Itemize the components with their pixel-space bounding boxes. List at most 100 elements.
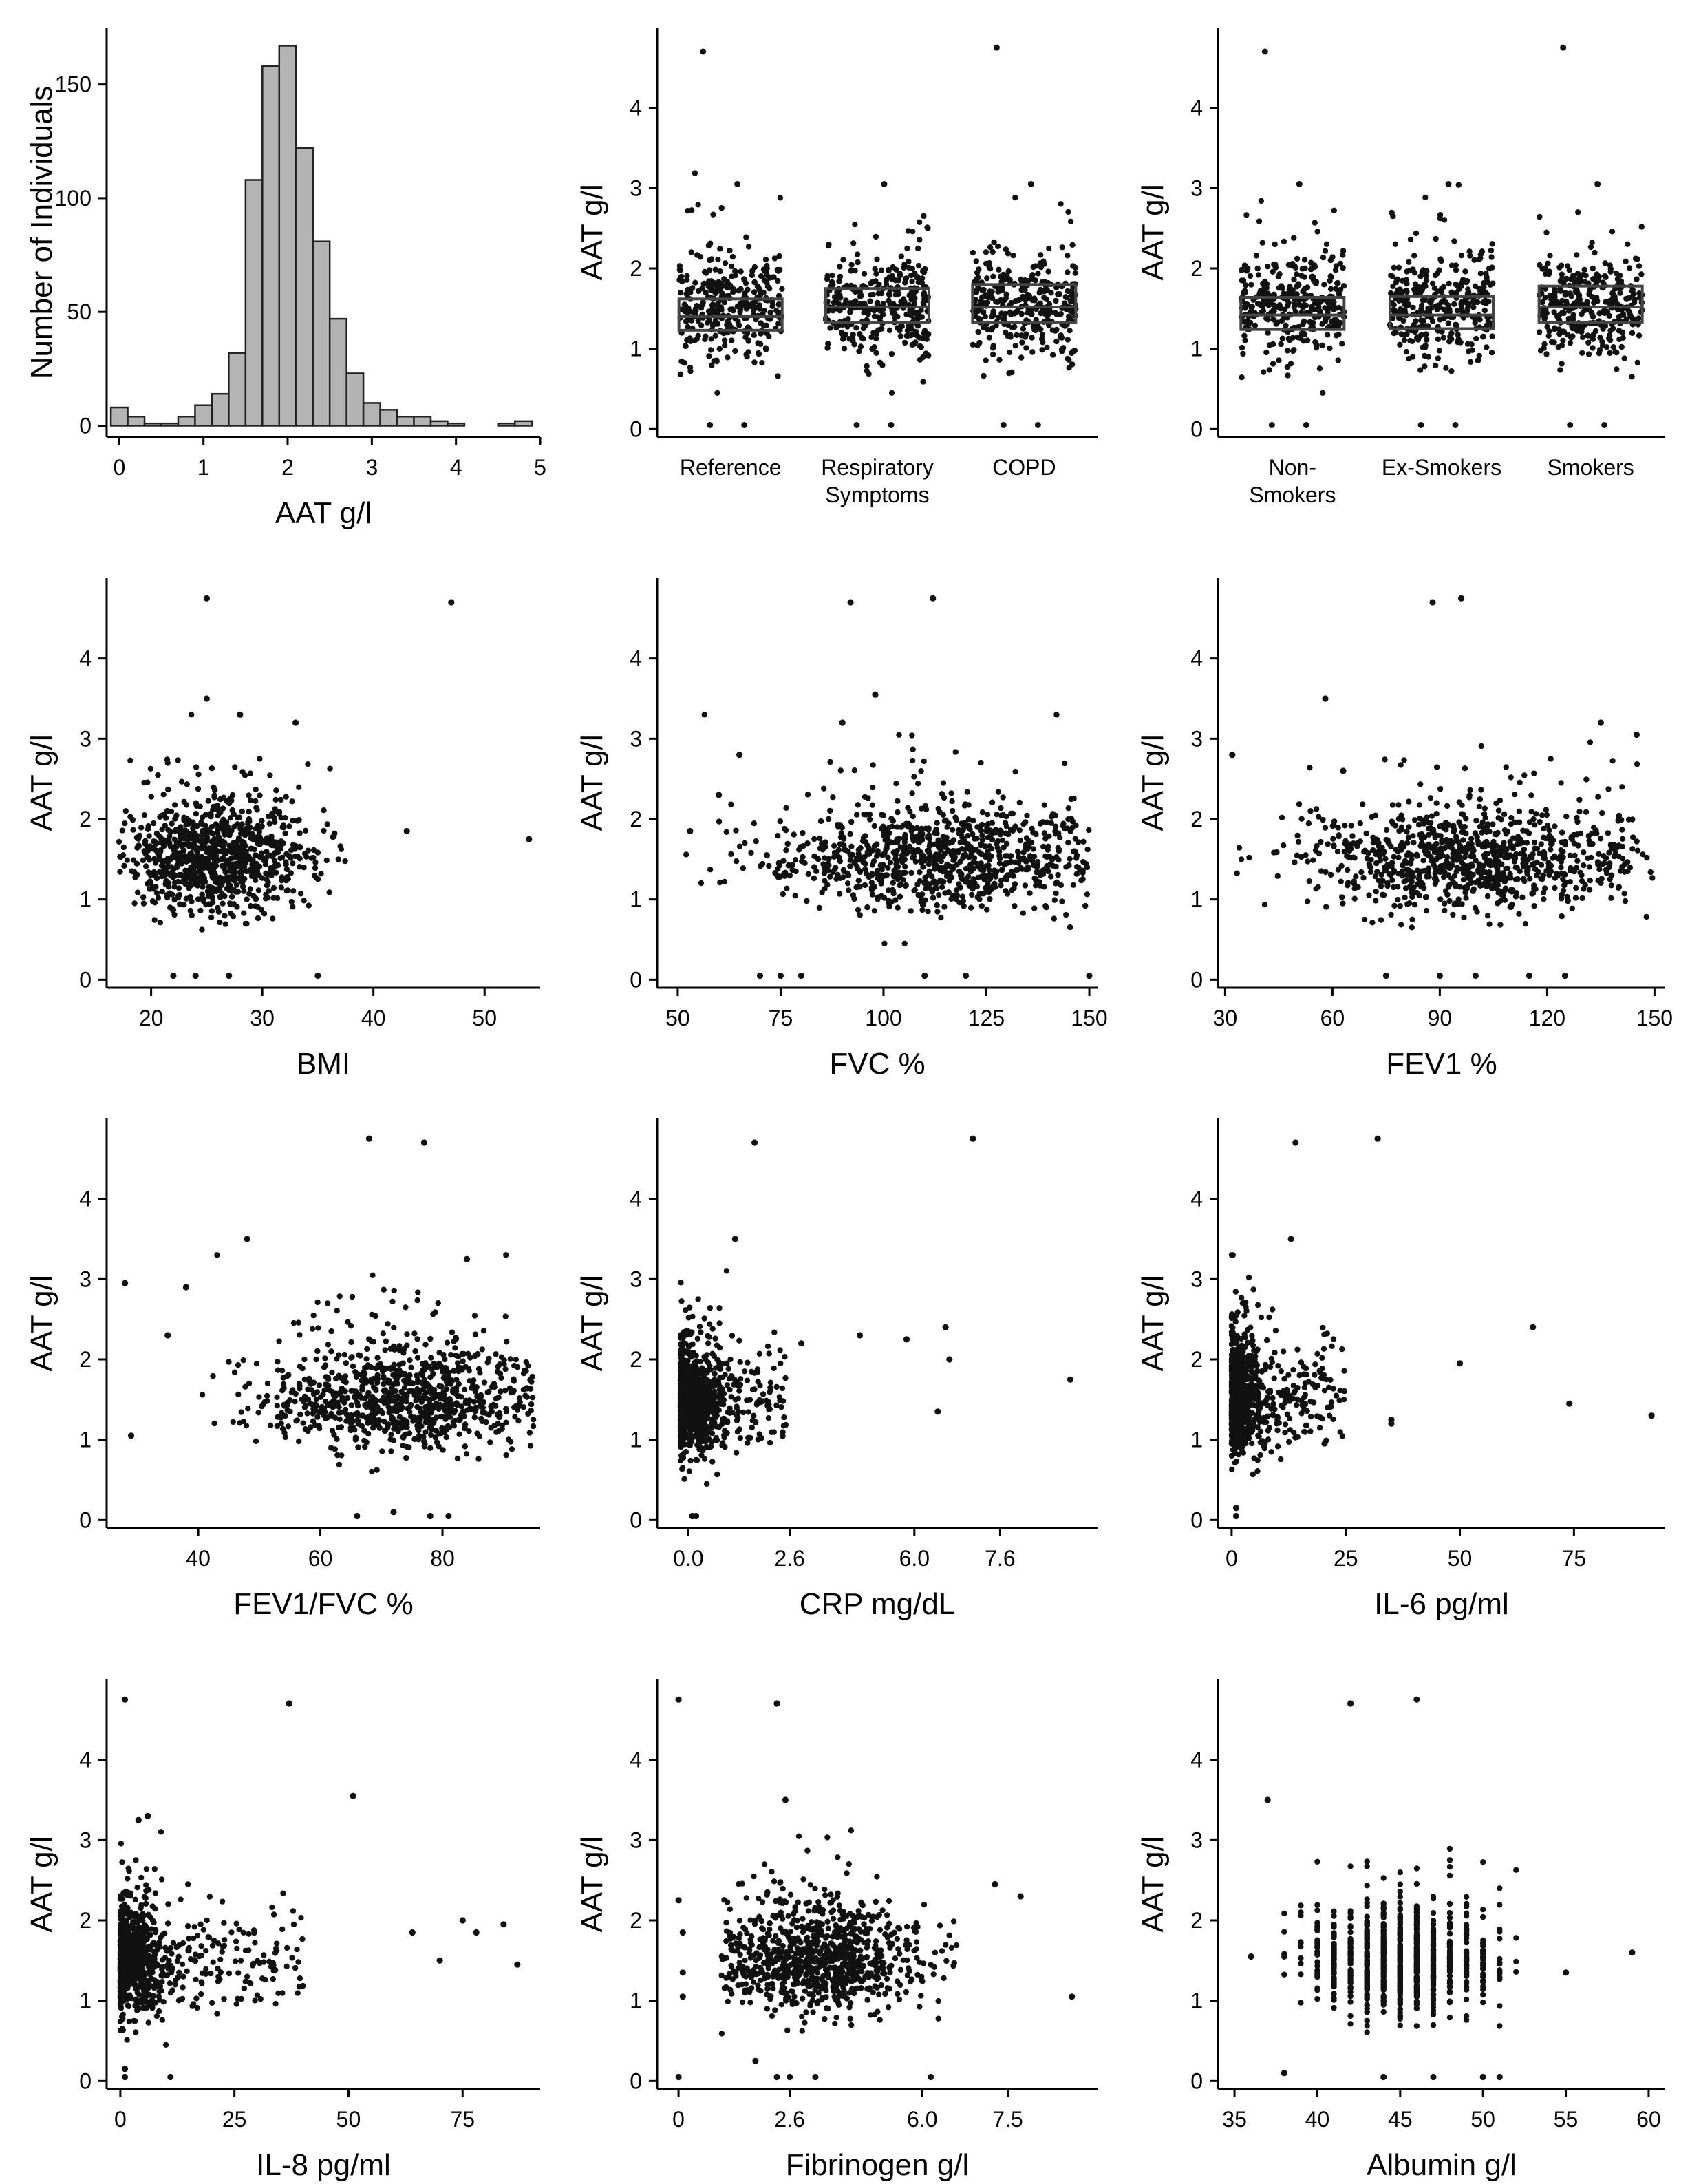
fev1-point (1334, 848, 1341, 855)
bmi-point (153, 840, 160, 847)
fvc-point (931, 878, 938, 884)
bmi-point (124, 857, 130, 863)
bmi-point (280, 840, 286, 847)
bmi-point (178, 778, 185, 785)
group-point (1003, 275, 1009, 281)
smoking-point (1568, 293, 1574, 299)
group-point (709, 288, 716, 294)
fvc-point (969, 891, 975, 898)
bmi-point (308, 855, 314, 861)
group-point (864, 363, 870, 369)
bmi-point (230, 913, 236, 920)
bmi-point (220, 900, 226, 907)
fvc-point (855, 884, 861, 890)
fev1-y-tick-label: 0 (1190, 967, 1203, 992)
smoking-point (1420, 344, 1426, 350)
bmi-point (324, 821, 330, 827)
fev1-point (1450, 911, 1456, 918)
smoking-point (1305, 337, 1311, 343)
fev1-point (1351, 895, 1358, 902)
fvc-point (919, 831, 926, 837)
fev1-point (1515, 876, 1521, 882)
fvc-point (870, 784, 876, 791)
group-point (760, 322, 767, 328)
bmi-point (192, 853, 198, 860)
bmi-point (302, 827, 309, 834)
fev1-point (1594, 859, 1601, 865)
fvc-point (1040, 867, 1046, 873)
fvc-point (1053, 863, 1059, 870)
bmi-point (262, 895, 269, 902)
smoking-point (1291, 304, 1298, 310)
smoking-point (1461, 299, 1467, 306)
group-point (718, 205, 725, 211)
fvc-point (857, 912, 864, 918)
smoking-point (1247, 273, 1254, 279)
fev1-point (1370, 834, 1376, 841)
bmi-x-tick-label: 50 (472, 1006, 497, 1030)
bmi-point (276, 845, 283, 851)
smoking-point (1276, 302, 1283, 308)
fvc-point (894, 875, 900, 882)
hist-y-axis-title: Number of Individuals (25, 86, 58, 379)
group-point (1038, 264, 1045, 271)
group-point (902, 339, 908, 346)
smoking-point (1574, 300, 1581, 306)
group-point (984, 275, 990, 282)
fev1-point (1462, 884, 1468, 891)
fev1-point (1501, 811, 1508, 818)
fev1-point (1531, 882, 1537, 889)
fev1-point (1323, 904, 1329, 910)
group-point (917, 357, 923, 363)
fvc-point (1052, 831, 1059, 837)
fvc-point (880, 827, 886, 834)
bmi-point (259, 818, 265, 824)
histogram-bar (379, 409, 398, 427)
bmi-point (205, 798, 211, 804)
bmi-point (271, 818, 278, 825)
fvc-point (909, 790, 915, 796)
fvc-point (885, 865, 891, 871)
smoking-point (1597, 335, 1603, 341)
fvc-point (995, 789, 1002, 795)
group-point (758, 273, 764, 279)
smoking-point (1589, 294, 1595, 300)
group-point (1065, 337, 1071, 343)
fev1-point (1581, 886, 1587, 892)
fvc-point (918, 768, 924, 774)
fvc-point (919, 902, 926, 909)
group-point (873, 350, 879, 356)
fvc-point (733, 827, 739, 834)
bmi-point (246, 818, 253, 825)
bmi-point (303, 854, 310, 860)
fvc-point (989, 799, 996, 805)
fev1-point (1443, 858, 1450, 865)
ratio-point (493, 1429, 500, 1435)
smoking-point (1278, 341, 1284, 348)
bmi-point (196, 868, 203, 874)
fev1-point (1345, 882, 1351, 889)
bmi-point (314, 849, 321, 856)
group-point (986, 335, 993, 341)
fvc-point (936, 892, 942, 898)
bmi-point (134, 845, 140, 851)
bmi-point (241, 888, 247, 895)
bmi-point (318, 871, 324, 877)
fev1-point (1338, 862, 1345, 869)
bmi-point (228, 893, 235, 900)
bmi-point (253, 786, 259, 793)
group-point (708, 336, 714, 342)
bmi-point (270, 884, 277, 891)
group-point (827, 325, 833, 331)
smoking-point (1289, 263, 1296, 269)
fev1-point (1347, 847, 1353, 854)
fvc-point (974, 860, 981, 867)
fvc-point (952, 749, 959, 755)
group-point (841, 346, 848, 352)
fev1-point (1357, 820, 1364, 827)
fev1-point (1534, 872, 1540, 879)
fev1-point (1413, 889, 1420, 896)
smoking-point (1625, 241, 1631, 247)
bmi-point (247, 770, 254, 776)
